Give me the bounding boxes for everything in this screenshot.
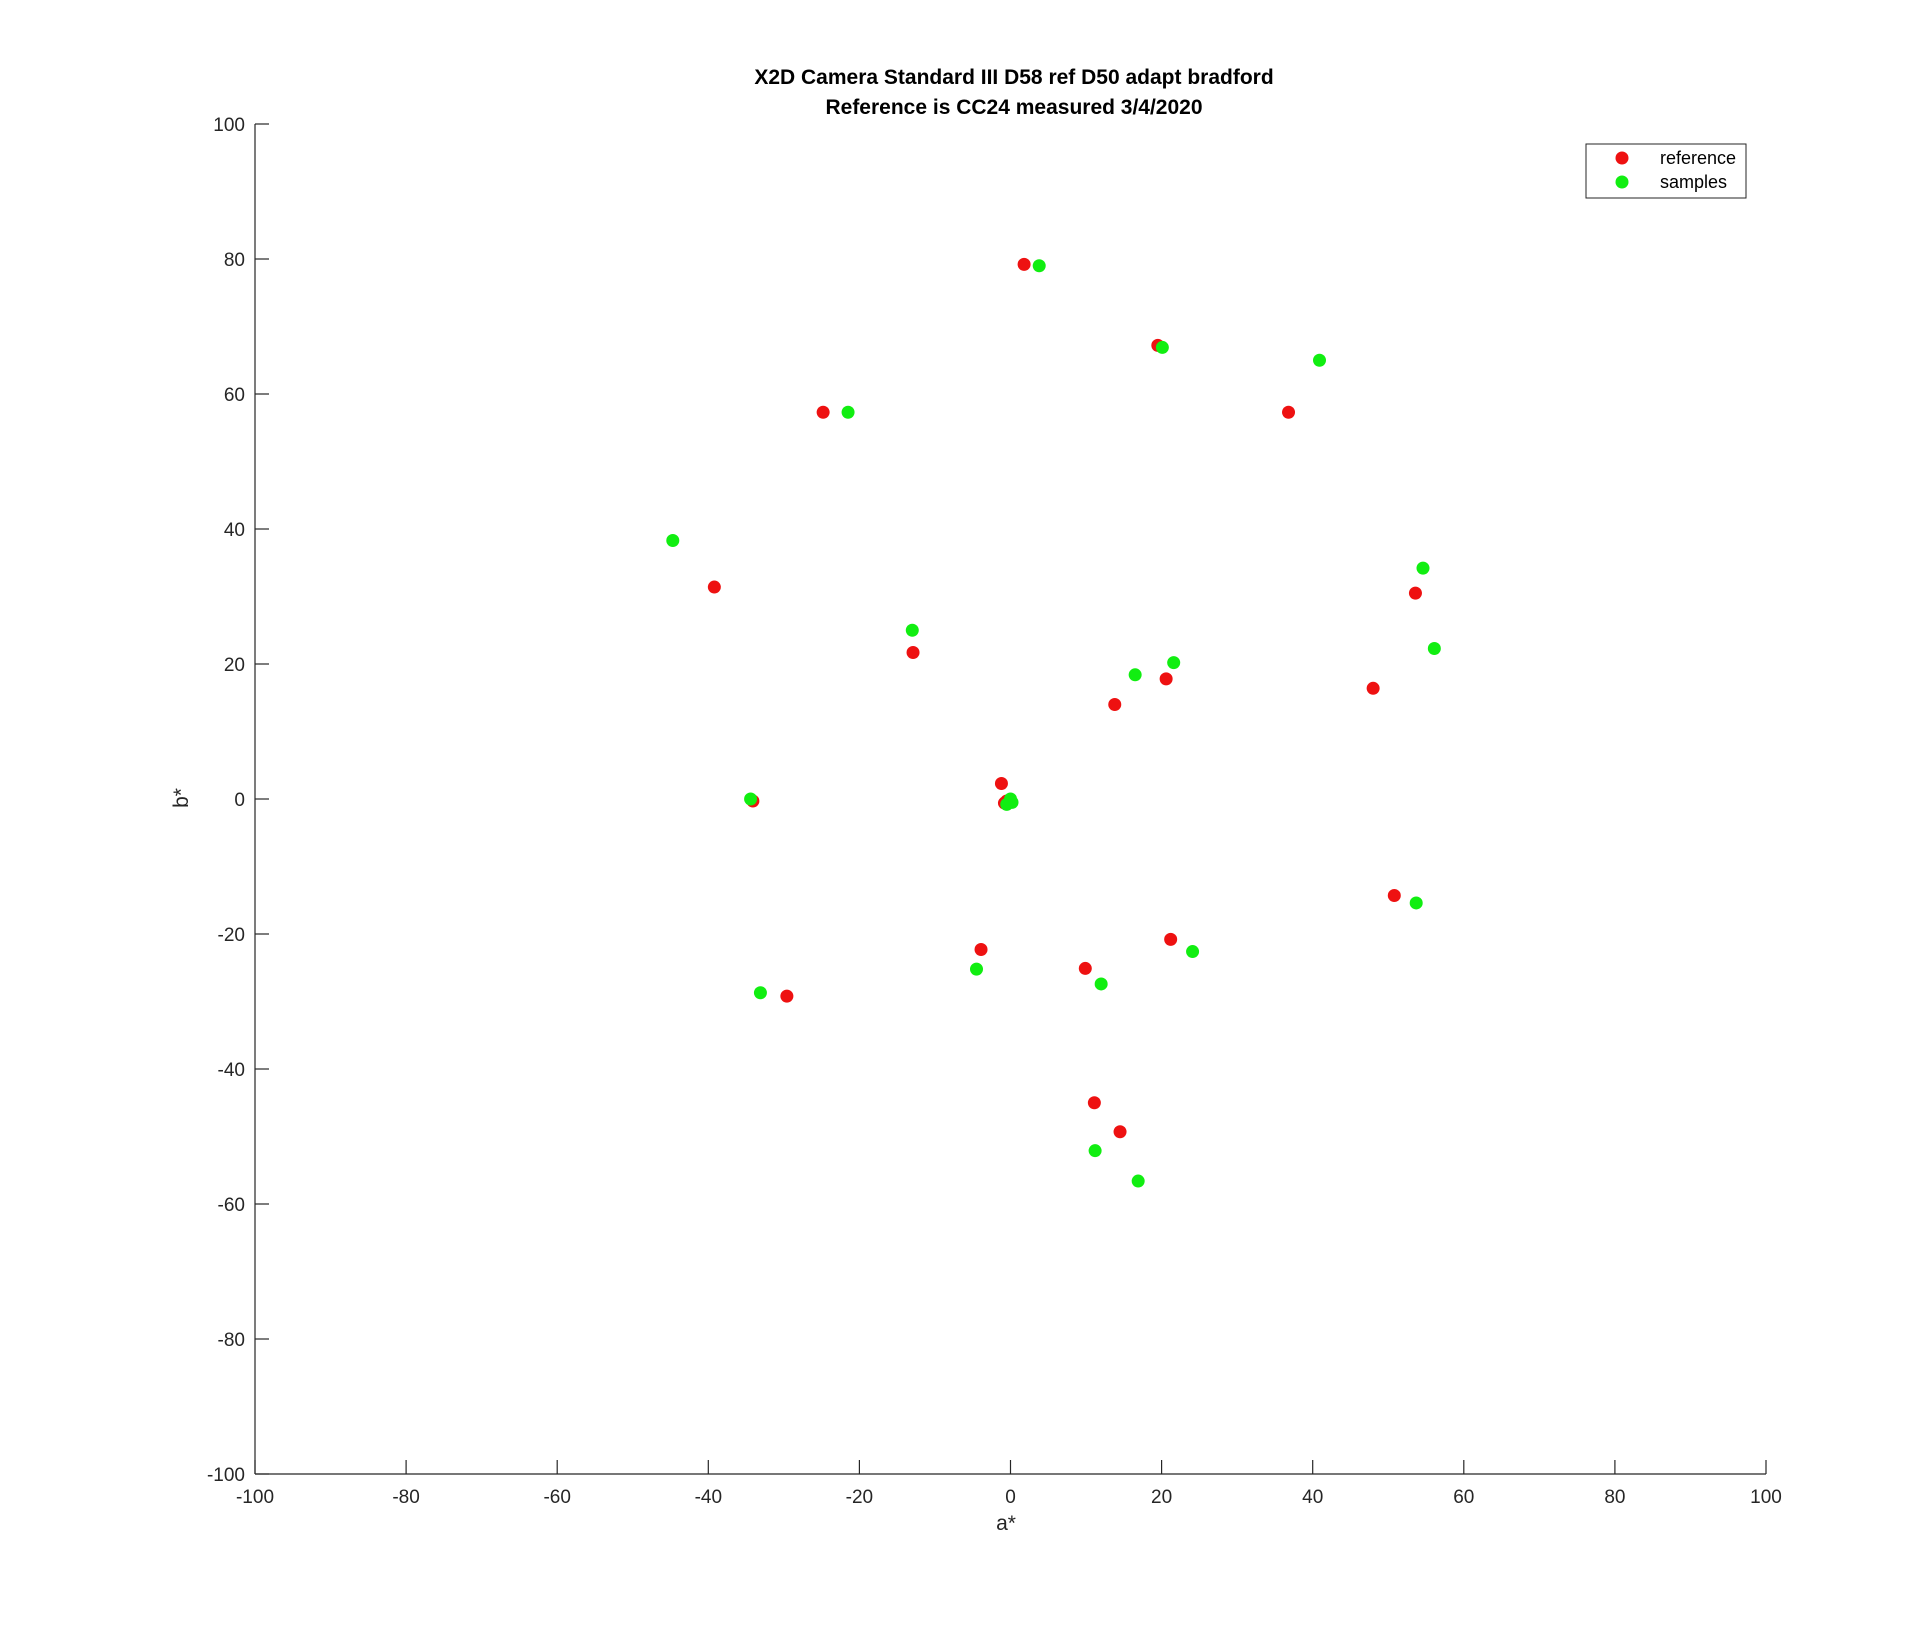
samples-point <box>1409 896 1423 910</box>
y-tick-label: -40 <box>218 1060 245 1081</box>
reference-point <box>974 943 988 957</box>
y-tick-label: -20 <box>218 925 245 946</box>
x-tick-label: -80 <box>392 1487 419 1508</box>
reference-point <box>994 776 1008 790</box>
legend-label-reference: reference <box>1660 148 1736 168</box>
reference-point <box>1108 698 1122 711</box>
samples-point <box>1128 668 1142 682</box>
reference-point <box>1387 889 1401 903</box>
reference-point <box>1087 1096 1101 1110</box>
reference-series <box>707 257 1422 1139</box>
samples-point <box>1427 641 1441 655</box>
chart-title: X2D Camera Standard III D58 ref D50 adap… <box>754 66 1273 119</box>
y-tick-label: -60 <box>218 1195 245 1216</box>
reference-point <box>1078 961 1092 975</box>
x-tick-label: -40 <box>695 1487 722 1508</box>
x-tick-label: -20 <box>846 1487 873 1508</box>
samples-point <box>1032 259 1046 273</box>
reference-point <box>780 989 794 1003</box>
chart-title-line-2: Reference is CC24 measured 3/4/2020 <box>825 96 1202 119</box>
samples-point <box>1167 656 1181 670</box>
legend-marker-reference <box>1615 151 1629 165</box>
samples-point <box>1186 945 1200 959</box>
samples-series <box>666 259 1441 1188</box>
reference-point <box>1159 672 1173 686</box>
samples-point <box>1131 1174 1145 1188</box>
reference-point <box>1282 405 1296 419</box>
x-axis-label: a* <box>996 1512 1016 1535</box>
samples-point <box>666 533 680 547</box>
y-tick-label: 20 <box>224 655 245 676</box>
legend-label-samples: samples <box>1660 172 1727 192</box>
x-tick-label: -100 <box>236 1487 274 1508</box>
x-tick-label: 100 <box>1750 1487 1782 1508</box>
y-tick-label: 0 <box>234 790 245 811</box>
y-tick-label: -100 <box>207 1465 245 1486</box>
reference-point <box>906 646 920 660</box>
y-tick-label: 60 <box>224 385 245 406</box>
samples-point <box>841 405 855 419</box>
x-tick-label: 80 <box>1604 1487 1625 1508</box>
reference-point <box>1164 932 1178 946</box>
y-axis-label: b* <box>170 788 193 808</box>
legend-marker-samples <box>1615 175 1629 189</box>
reference-point <box>1366 681 1380 695</box>
samples-point <box>1094 977 1108 991</box>
y-tick-label: 100 <box>213 115 245 136</box>
reference-point <box>1017 257 1031 271</box>
x-tick-label: -60 <box>543 1487 570 1508</box>
legend-box <box>1585 143 1747 199</box>
samples-point <box>905 623 919 637</box>
x-tick-label: 20 <box>1151 1487 1172 1508</box>
reference-point <box>816 405 830 419</box>
x-tick-label: 60 <box>1453 1487 1474 1508</box>
y-tick-label: 80 <box>224 250 245 271</box>
y-tick-label: -80 <box>218 1330 245 1351</box>
samples-point <box>1312 353 1326 367</box>
reference-point <box>1113 1125 1127 1139</box>
samples-point <box>1155 340 1169 354</box>
samples-point <box>753 986 767 1000</box>
legend: reference samples <box>1585 143 1747 199</box>
chart-title-line-1: X2D Camera Standard III D58 ref D50 adap… <box>754 66 1273 89</box>
reference-point <box>707 580 721 594</box>
samples-point <box>1088 1144 1102 1158</box>
samples-point <box>970 962 984 976</box>
reference-point <box>1408 586 1422 600</box>
axis-ticks: -100 -80 -60 -40 -20 0 20 40 60 80 100 -100 -80 -60 -4… <box>207 115 1782 1508</box>
x-tick-label: 0 <box>1005 1487 1016 1508</box>
data-points <box>666 257 1441 1188</box>
x-tick-label: 40 <box>1302 1487 1323 1508</box>
samples-point <box>1416 561 1430 575</box>
samples-point <box>744 792 758 806</box>
samples-point <box>1000 797 1014 811</box>
y-tick-label: 40 <box>224 520 245 541</box>
